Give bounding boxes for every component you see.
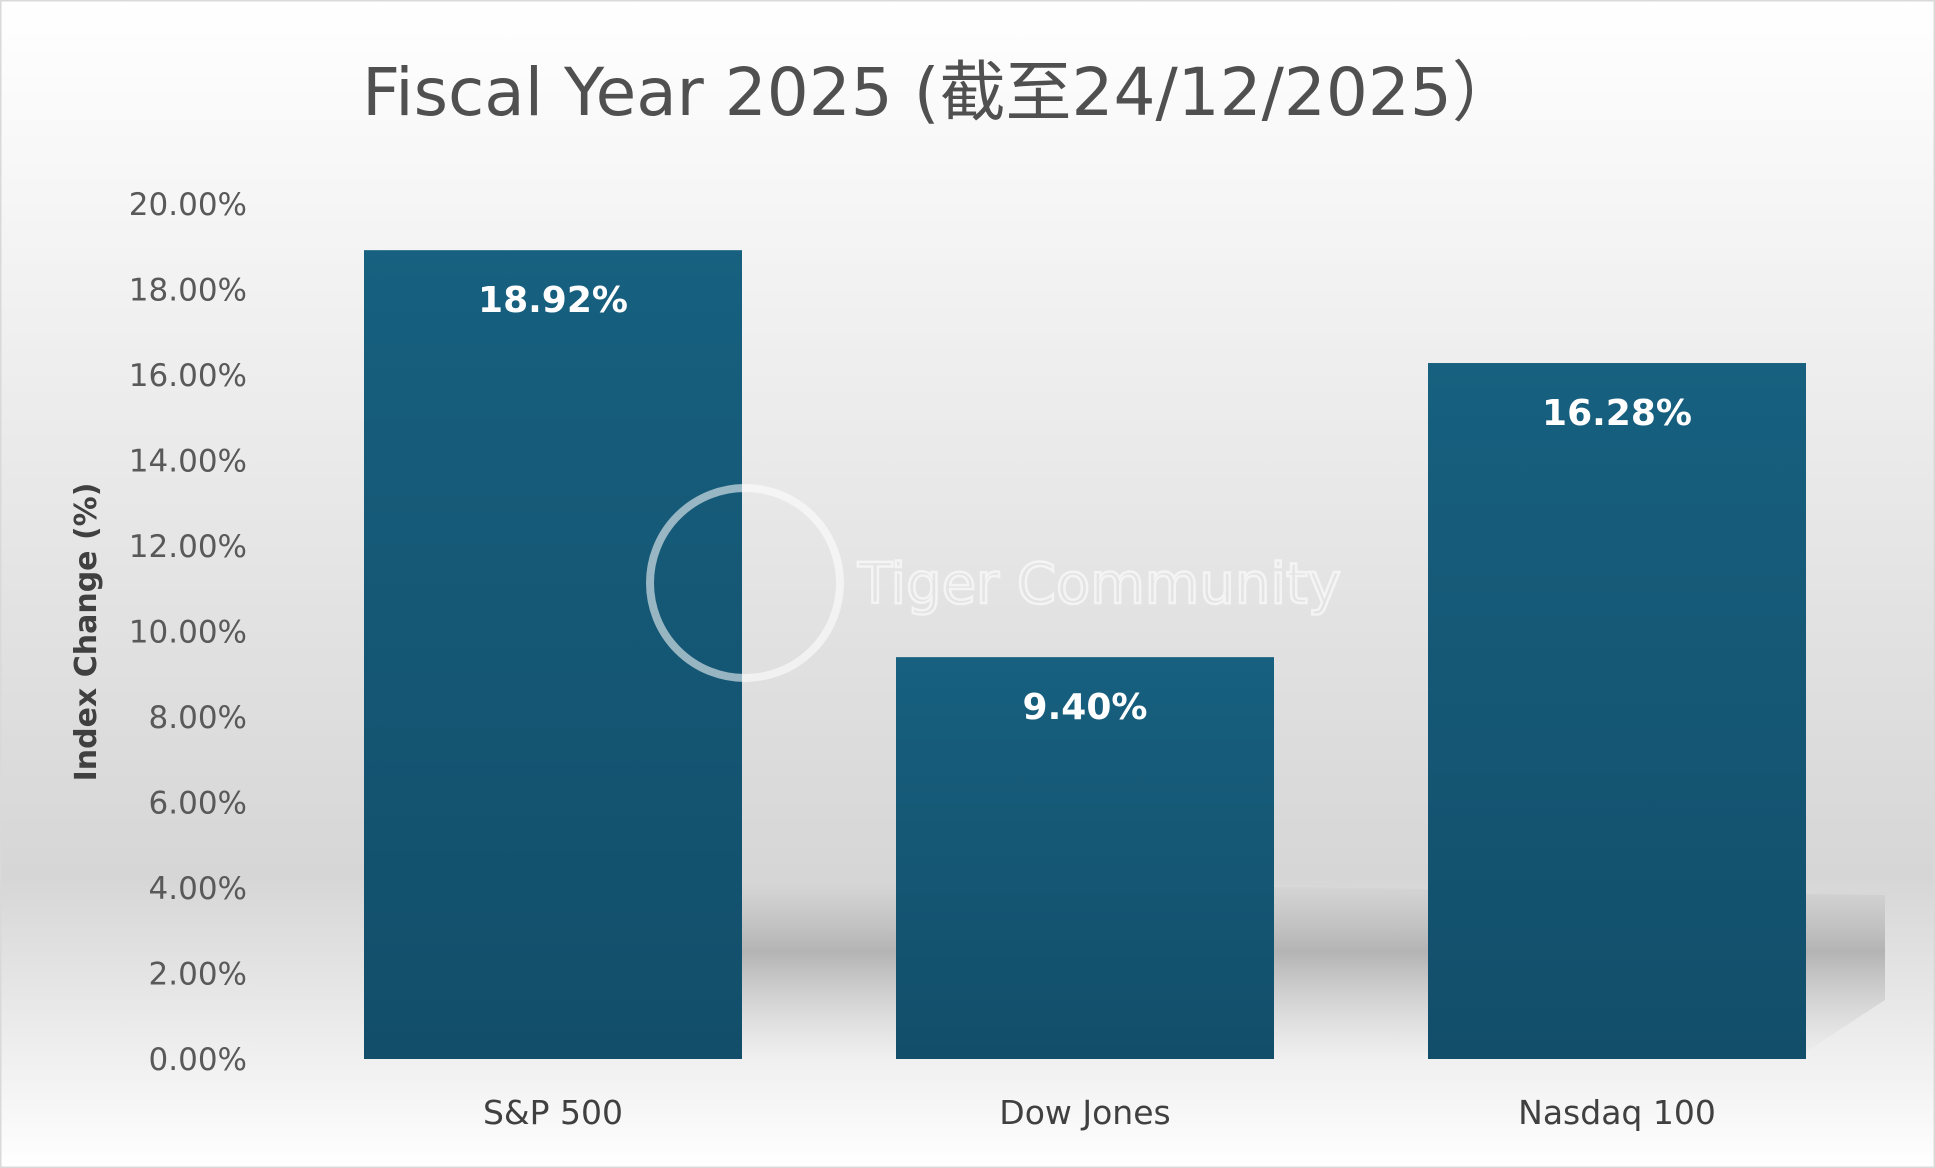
y-tick-label: 16.00% <box>129 358 247 394</box>
y-axis-title: Index Change (%) <box>69 483 104 782</box>
data-label: 9.40% <box>1023 687 1148 728</box>
y-tick-label: 12.00% <box>129 529 247 565</box>
y-tick-label: 4.00% <box>149 871 247 907</box>
category-label: S&P 500 <box>483 1093 623 1132</box>
data-label: 16.28% <box>1542 393 1692 434</box>
category-label: Dow Jones <box>999 1093 1170 1132</box>
bar <box>896 657 1274 1059</box>
watermark-logo-icon <box>646 484 844 682</box>
x-axis-labels: S&P 500 Dow Jones Nasdaq 100 <box>483 1093 1716 1132</box>
y-tick-label: 14.00% <box>129 444 247 480</box>
y-tick-label: 6.00% <box>149 786 247 822</box>
y-tick-label: 18.00% <box>129 273 247 309</box>
category-label: Nasdaq 100 <box>1518 1093 1716 1132</box>
bar <box>1428 363 1806 1059</box>
watermark: Tiger Community <box>646 484 1342 682</box>
y-tick-label: 20.00% <box>129 187 247 223</box>
y-axis-ticks: 0.00% 2.00% 4.00% 6.00% 8.00% 10.00% 12.00% 14.… <box>129 187 247 1078</box>
y-tick-label: 2.00% <box>149 957 247 993</box>
y-tick-label: 0.00% <box>149 1042 247 1078</box>
y-tick-label: 8.00% <box>149 700 247 736</box>
y-tick-label: 10.00% <box>129 615 247 651</box>
data-label: 18.92% <box>478 280 628 321</box>
chart-title: Fiscal Year 2025 (截至24/12/2025） <box>362 54 1518 131</box>
watermark-text: Tiger Community <box>857 552 1341 617</box>
